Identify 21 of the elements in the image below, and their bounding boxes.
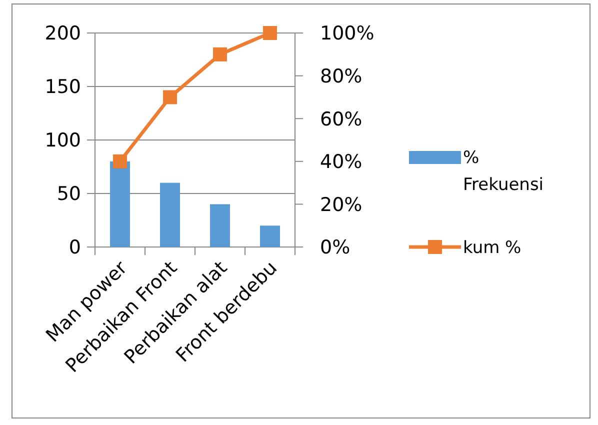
point <box>213 47 227 62</box>
y-tick-label: 100 <box>44 130 81 152</box>
bar <box>160 182 180 247</box>
y2-tick-label: 20% <box>320 194 362 216</box>
legend-label: % Frekuensi <box>463 148 544 196</box>
y2-tick-label: 80% <box>320 65 362 88</box>
point <box>163 90 177 104</box>
y-tick-label: 150 <box>44 76 81 98</box>
bar <box>260 226 280 247</box>
bar <box>110 161 130 247</box>
point <box>113 154 127 168</box>
y-tick-label: 0 <box>68 236 81 259</box>
y2-tick-label: 40% <box>320 151 362 174</box>
y2-tick-label: 0% <box>320 236 350 259</box>
y-tick-label: 200 <box>44 22 81 45</box>
y2-tick-label: 100% <box>320 22 374 45</box>
legend-label: kum % <box>463 238 522 258</box>
bar <box>210 204 230 247</box>
y2-tick-label: 60% <box>320 108 362 130</box>
y-tick-label: 50 <box>56 183 81 206</box>
point <box>263 26 277 40</box>
